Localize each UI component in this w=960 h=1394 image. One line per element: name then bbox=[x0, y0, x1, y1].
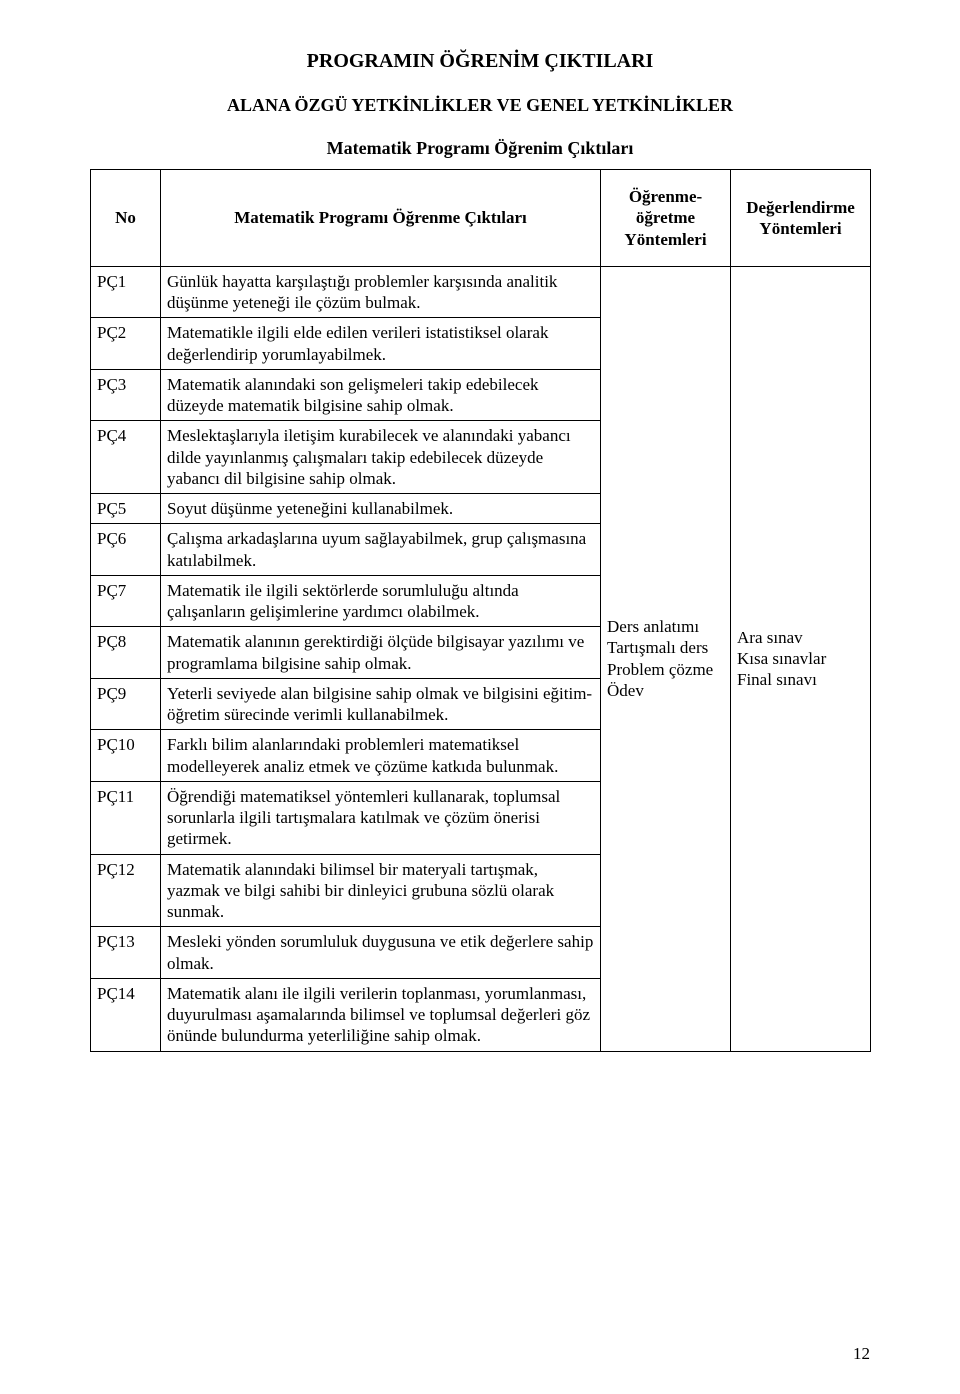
main-title: PROGRAMIN ÖĞRENİM ÇIKTILARI bbox=[90, 50, 870, 73]
header-methods: Öğrenme-öğretme Yöntemleri bbox=[601, 170, 731, 267]
header-eval: Değerlendirme Yöntemleri bbox=[731, 170, 871, 267]
header-no: No bbox=[91, 170, 161, 267]
header-desc: Matematik Programı Öğrenme Çıktıları bbox=[161, 170, 601, 267]
methods-cell: Ders anlatımı Tartışmalı ders Problem çö… bbox=[601, 266, 731, 1051]
outcome-code: PÇ1 bbox=[91, 266, 161, 318]
outcome-code: PÇ10 bbox=[91, 730, 161, 782]
outcome-code: PÇ14 bbox=[91, 978, 161, 1051]
outcome-code: PÇ7 bbox=[91, 575, 161, 627]
table-title: Matematik Programı Öğrenim Çıktıları bbox=[90, 138, 870, 159]
eval-cell: Ara sınav Kısa sınavlar Final sınavı bbox=[731, 266, 871, 1051]
outcome-text: Farklı bilim alanlarındaki problemleri m… bbox=[161, 730, 601, 782]
table-header-row: NoMatematik Programı Öğrenme ÇıktılarıÖğ… bbox=[91, 170, 871, 267]
outcome-text: Matematikle ilgili elde edilen verileri … bbox=[161, 318, 601, 370]
outcome-code: PÇ13 bbox=[91, 927, 161, 979]
outcome-text: Mesleki yönden sorumluluk duygusuna ve e… bbox=[161, 927, 601, 979]
outcome-text: Soyut düşünme yeteneğini kullanabilmek. bbox=[161, 494, 601, 524]
outcome-text: Matematik alanının gerektirdiği ölçüde b… bbox=[161, 627, 601, 679]
outcomes-table: NoMatematik Programı Öğrenme ÇıktılarıÖğ… bbox=[90, 169, 871, 1052]
outcome-text: Yeterli seviyede alan bilgisine sahip ol… bbox=[161, 678, 601, 730]
outcome-code: PÇ2 bbox=[91, 318, 161, 370]
outcome-text: Matematik alanındaki bilimsel bir matery… bbox=[161, 854, 601, 927]
outcome-code: PÇ4 bbox=[91, 421, 161, 494]
outcome-code: PÇ12 bbox=[91, 854, 161, 927]
table-row: PÇ1Günlük hayatta karşılaştığı problemle… bbox=[91, 266, 871, 318]
outcome-text: Matematik ile ilgili sektörlerde sorumlu… bbox=[161, 575, 601, 627]
outcome-code: PÇ3 bbox=[91, 369, 161, 421]
page-number: 12 bbox=[853, 1344, 870, 1364]
outcome-code: PÇ9 bbox=[91, 678, 161, 730]
sub-title: ALANA ÖZGÜ YETKİNLİKLER VE GENEL YETKİNL… bbox=[90, 95, 870, 116]
outcome-text: Öğrendiği matematiksel yöntemleri kullan… bbox=[161, 781, 601, 854]
outcome-text: Çalışma arkadaşlarına uyum sağlayabilmek… bbox=[161, 524, 601, 576]
outcome-code: PÇ8 bbox=[91, 627, 161, 679]
outcome-code: PÇ11 bbox=[91, 781, 161, 854]
outcome-text: Günlük hayatta karşılaştığı problemler k… bbox=[161, 266, 601, 318]
outcome-code: PÇ6 bbox=[91, 524, 161, 576]
outcome-text: Matematik alanındaki son gelişmeleri tak… bbox=[161, 369, 601, 421]
page-container: PROGRAMIN ÖĞRENİM ÇIKTILARI ALANA ÖZGÜ Y… bbox=[0, 0, 960, 1394]
outcome-text: Meslektaşlarıyla iletişim kurabilecek ve… bbox=[161, 421, 601, 494]
outcome-text: Matematik alanı ile ilgili verilerin top… bbox=[161, 978, 601, 1051]
outcome-code: PÇ5 bbox=[91, 494, 161, 524]
